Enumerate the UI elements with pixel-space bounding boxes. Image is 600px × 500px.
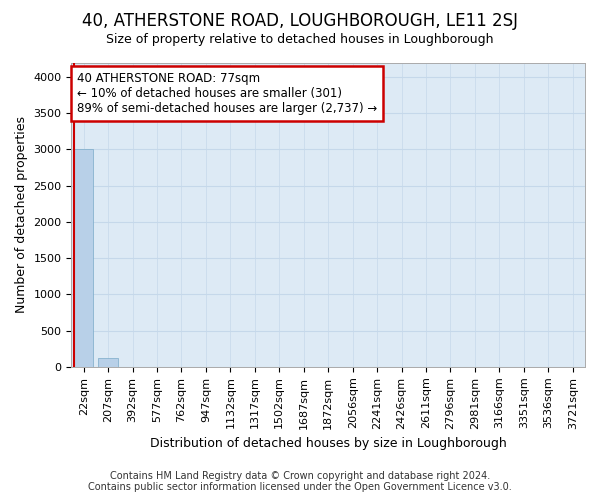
Bar <box>74 150 94 367</box>
X-axis label: Distribution of detached houses by size in Loughborough: Distribution of detached houses by size … <box>150 437 506 450</box>
Bar <box>98 358 118 367</box>
Text: 40, ATHERSTONE ROAD, LOUGHBOROUGH, LE11 2SJ: 40, ATHERSTONE ROAD, LOUGHBOROUGH, LE11 … <box>82 12 518 30</box>
Text: Size of property relative to detached houses in Loughborough: Size of property relative to detached ho… <box>106 32 494 46</box>
Text: Contains HM Land Registry data © Crown copyright and database right 2024.
Contai: Contains HM Land Registry data © Crown c… <box>88 471 512 492</box>
Text: 40 ATHERSTONE ROAD: 77sqm
← 10% of detached houses are smaller (301)
89% of semi: 40 ATHERSTONE ROAD: 77sqm ← 10% of detac… <box>77 72 377 114</box>
Y-axis label: Number of detached properties: Number of detached properties <box>15 116 28 313</box>
